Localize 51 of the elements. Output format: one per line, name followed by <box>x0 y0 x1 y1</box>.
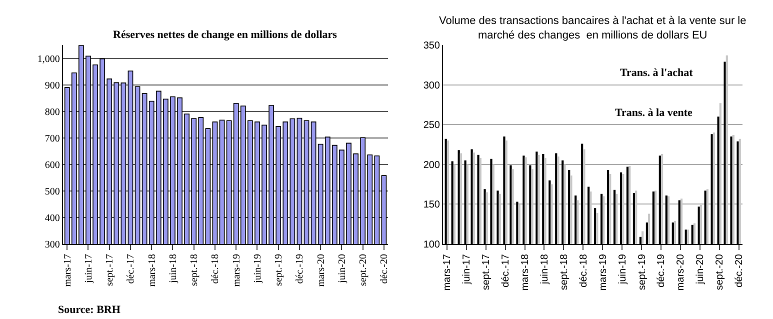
y-tick-label: 350 <box>423 40 440 52</box>
y-tick-label: 800 <box>44 106 60 118</box>
x-tick-label: sept.-18 <box>558 254 570 290</box>
source-note: Source: BRH <box>58 304 121 316</box>
x-tick-label: mars-19 <box>598 254 609 291</box>
x-tick-label: déc.-17 <box>500 254 512 288</box>
x-tick-label: juin-20 <box>336 254 348 284</box>
x-tick-label: sept.-19 <box>636 254 648 290</box>
x-tick-label: mars-18 <box>520 254 532 291</box>
x-tick-label: mars-17 <box>62 254 74 287</box>
x-tick-label: juin-18 <box>539 254 550 286</box>
x-tick-label: mars-20 <box>676 254 687 291</box>
x-tick-label: sept.-20 <box>358 254 370 286</box>
y-tick-label: 150 <box>423 200 440 211</box>
x-tick-label: juin-19 <box>617 254 628 286</box>
x-tick-label: déc.-18 <box>210 254 222 284</box>
y-tick-label: 300 <box>423 80 440 92</box>
x-tick-label: sept.-18 <box>189 254 200 286</box>
x-tick-label: sept.-17 <box>481 254 492 290</box>
y-tick-label: 600 <box>44 160 60 171</box>
x-tick-label: juin-20 <box>695 254 706 286</box>
y-tick-label: 250 <box>423 120 440 132</box>
x-tick-label: mars-19 <box>231 254 242 287</box>
x-tick-label: juin-17 <box>83 254 94 284</box>
x-tick-label: mars-20 <box>316 254 327 287</box>
y-tick-label: 400 <box>44 212 60 224</box>
y-tick-label: 1,000 <box>37 54 60 65</box>
x-tick-label: sept.-17 <box>104 254 116 286</box>
x-tick-label: déc.-17 <box>126 254 137 284</box>
x-tick-label: juin-19 <box>252 254 264 284</box>
x-tick-label: sept.-20 <box>714 254 726 290</box>
x-tick-label: déc.-18 <box>578 254 590 288</box>
x-tick-label: déc.-20 <box>734 254 746 288</box>
y-tick-label: 200 <box>423 160 440 171</box>
y-tick-label: 300 <box>44 240 60 250</box>
x-tick-label: sept.-19 <box>274 254 285 286</box>
x-tick-label: juin-18 <box>168 254 179 284</box>
x-tick-label: déc.-19 <box>294 254 306 284</box>
x-tick-label: déc.-20 <box>379 254 390 284</box>
x-tick-label: mars-17 <box>442 254 454 291</box>
annotation: Trans. à la vente <box>615 107 693 119</box>
annotation: Trans. à l'achat <box>620 67 694 79</box>
y-tick-label: 100 <box>423 240 440 250</box>
x-tick-label: mars-18 <box>146 254 158 287</box>
chart-title: Volume des transactions bancaires à l'achat et à la vente sur le marché des changes en millions de dollars EU <box>439 15 746 42</box>
y-tick-label: 700 <box>44 133 60 144</box>
y-tick-label: 900 <box>44 80 60 92</box>
chart-title: Réserves nettes de change en millions de dollars <box>113 29 338 41</box>
x-tick-label: juin-17 <box>462 254 473 286</box>
x-tick-label: déc.-19 <box>656 254 668 288</box>
y-tick-label: 500 <box>44 186 60 198</box>
